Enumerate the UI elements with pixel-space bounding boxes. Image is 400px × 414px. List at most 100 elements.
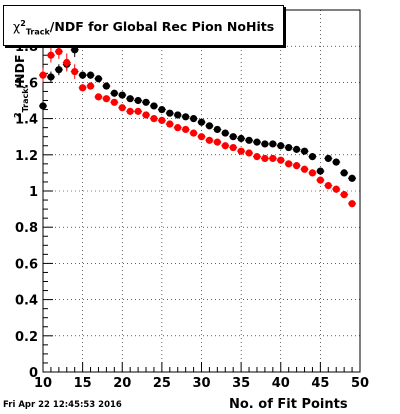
data-point-red	[300, 165, 309, 173]
data-point-red	[221, 142, 229, 150]
x-tick-label: 15	[74, 376, 92, 391]
svg-text:2Track/NDF: 2Track/NDF	[12, 54, 30, 118]
chart-title: χ2Track/NDF for Global Rec Pion NoHits	[13, 19, 274, 37]
data-point-black	[253, 138, 261, 146]
data-point-red	[150, 115, 158, 123]
data-point-black	[166, 109, 174, 117]
data-point-red	[166, 120, 174, 128]
data-point-black	[229, 133, 237, 141]
y-tick-label: 1	[29, 185, 38, 200]
data-point-red	[39, 71, 47, 79]
data-point-black	[340, 169, 348, 177]
data-point-black	[39, 102, 47, 110]
data-point-black	[213, 125, 221, 134]
y-tick-label: 1.6	[15, 76, 38, 91]
data-point-black	[158, 105, 166, 114]
data-point-black	[285, 143, 293, 152]
data-point-red	[126, 107, 134, 115]
data-point-black	[150, 102, 158, 110]
data-point-black	[197, 118, 206, 126]
chi-symbol: χ	[13, 19, 21, 35]
chart-title-box: χ2Track/NDF for Global Rec Pion NoHits	[3, 5, 284, 46]
data-point-black	[261, 140, 269, 148]
data-point-black	[55, 66, 63, 74]
y-axis-label-sub: Track	[21, 88, 30, 113]
data-point-black	[308, 153, 317, 161]
y-tick-label: 1.4	[15, 113, 38, 128]
data-point-red	[285, 160, 293, 168]
x-tick-label: 30	[192, 376, 210, 391]
x-tick-label: 10	[34, 376, 52, 391]
x-tick-label: 35	[232, 376, 250, 391]
y-tick-label: 0.4	[15, 294, 38, 309]
y-tick-label: 0.2	[15, 330, 38, 345]
data-point-black	[110, 89, 118, 97]
x-tick-label: 50	[351, 376, 369, 391]
title-subscript: Track	[25, 27, 50, 37]
x-tick-label: 25	[153, 376, 171, 391]
data-point-black	[174, 111, 182, 119]
data-point-red	[142, 111, 150, 119]
data-point-black	[182, 113, 190, 121]
data-point-red	[348, 200, 356, 208]
x-tick-label: 40	[272, 376, 290, 391]
data-point-red	[340, 191, 348, 199]
x-tick-label: 20	[113, 376, 131, 391]
y-axis-label-text: /NDF	[12, 54, 27, 88]
data-point-red	[102, 95, 110, 103]
data-point-red	[316, 176, 324, 184]
data-point-red	[86, 82, 95, 90]
data-point-black	[142, 98, 150, 106]
data-point-black	[79, 71, 87, 79]
data-point-red	[118, 104, 126, 112]
data-point-red	[277, 156, 285, 164]
data-point-black	[316, 167, 324, 175]
data-point-black	[300, 147, 309, 155]
data-point-black	[245, 136, 253, 144]
data-point-red	[174, 124, 182, 132]
data-point-black	[118, 91, 126, 99]
data-point-red	[182, 125, 190, 134]
data-point-black	[324, 154, 332, 163]
data-point-red	[253, 153, 261, 161]
data-point-red	[237, 147, 245, 155]
data-point-red	[134, 107, 142, 115]
data-point-red	[79, 84, 87, 92]
data-point-red	[293, 162, 301, 170]
data-point-black	[47, 73, 55, 81]
data-point-red	[110, 98, 118, 106]
data-point-red	[63, 58, 71, 67]
y-axis-label-sup: 2	[13, 112, 22, 118]
data-point-red	[205, 136, 214, 144]
data-point-black	[86, 71, 95, 79]
data-point-black	[102, 82, 110, 90]
data-point-red	[229, 143, 237, 152]
data-point-black	[189, 115, 198, 123]
data-point-red	[197, 133, 206, 141]
data-point-red	[158, 116, 166, 125]
y-tick-label: 0	[29, 366, 38, 381]
x-tick-label: 45	[311, 376, 329, 391]
data-point-black	[348, 174, 356, 182]
title-superscript: 2	[20, 19, 26, 28]
data-point-red	[261, 154, 269, 163]
data-point-black	[134, 96, 142, 105]
data-point-red	[245, 149, 253, 157]
x-axis-label: No. of Fit Points	[229, 397, 348, 412]
data-point-red	[269, 154, 277, 163]
y-tick-label: 0.6	[15, 257, 38, 272]
footer-date: Fri Apr 22 12:45:53 2016	[3, 400, 122, 410]
data-point-black	[237, 134, 245, 143]
data-point-black	[332, 158, 340, 166]
data-point-red	[213, 138, 221, 146]
data-point-black	[71, 46, 79, 54]
data-point-red	[55, 48, 63, 56]
data-point-red	[94, 93, 103, 101]
data-point-black	[205, 122, 214, 130]
y-axis-label: 2Track/NDF	[12, 54, 30, 118]
chart-title-text: /NDF for Global Rec Pion NoHits	[49, 19, 275, 35]
y-tick-label: 0.8	[15, 221, 38, 236]
data-point-black	[269, 140, 277, 148]
data-point-red	[308, 169, 317, 177]
